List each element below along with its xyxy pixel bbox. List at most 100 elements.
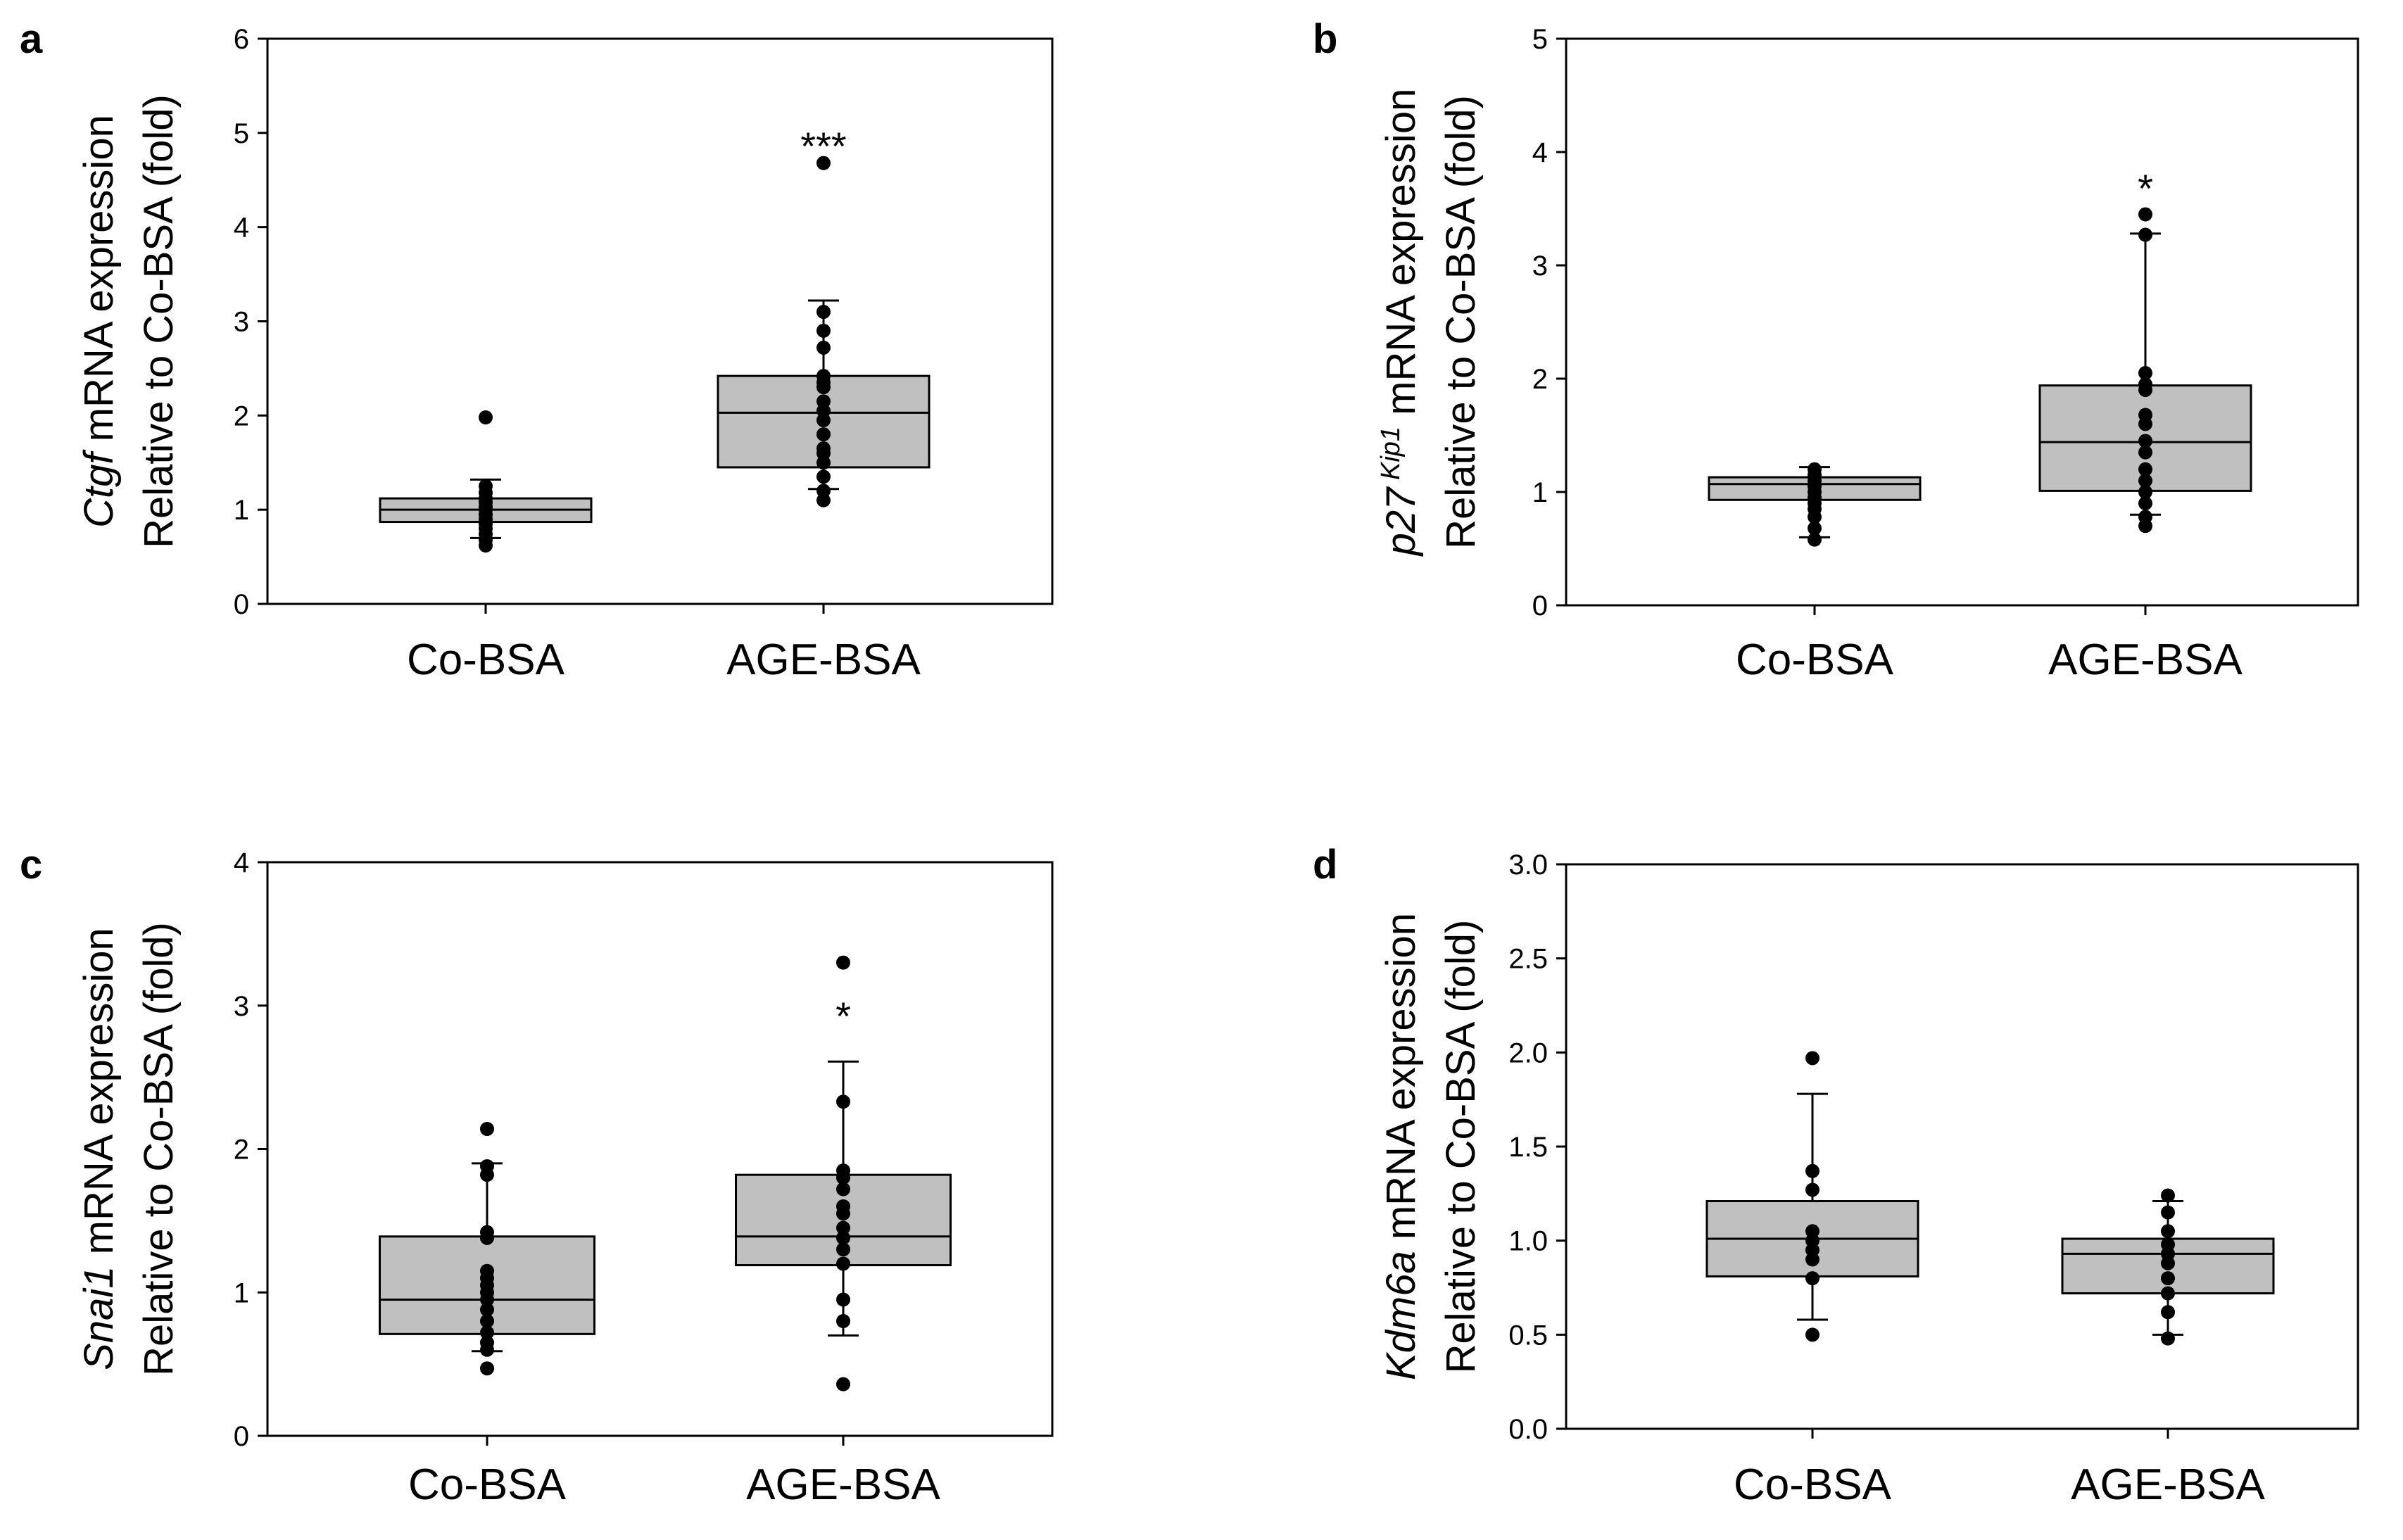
y-tick-label: 1 <box>234 1277 249 1308</box>
data-point <box>836 1199 850 1213</box>
data-point <box>480 1159 494 1173</box>
data-point <box>2161 1205 2175 1220</box>
panel-label: b <box>1313 16 1337 62</box>
data-point <box>836 955 850 970</box>
y-tick-label: 6 <box>234 24 249 55</box>
data-point <box>2138 485 2152 499</box>
significance-marker: *** <box>800 124 846 168</box>
gene-name: Kdm6a <box>1378 1251 1424 1380</box>
panel-d: Co-BSA AGE-BSA 0.0 0.5 1.0 1.5 2.0 2.5 3.0 d Kdm6a… <box>1313 842 2359 1509</box>
data-point <box>816 469 831 484</box>
gene-name: p27 <box>1378 486 1424 557</box>
y-axis-label-line1: Snai1 mRNA expression <box>76 928 122 1370</box>
data-point <box>480 1225 494 1239</box>
y-tick-label: 3.0 <box>1508 850 1548 881</box>
data-point <box>2138 473 2152 488</box>
y-tick-label: 2.5 <box>1508 944 1548 975</box>
data-point <box>816 427 831 442</box>
gene-name: Snai1 <box>76 1266 122 1370</box>
y-axis-label-line2: Relative to Co-BSA (fold) <box>136 922 182 1376</box>
y-tick-label: 0.0 <box>1508 1414 1548 1445</box>
y-tick-label: 0 <box>234 589 249 620</box>
data-point <box>2161 1237 2175 1252</box>
data-point <box>1805 1224 1819 1239</box>
data-point <box>2161 1286 2175 1301</box>
data-point <box>816 441 831 456</box>
data-point <box>479 479 493 493</box>
data-point <box>2161 1224 2175 1239</box>
y-tick-label: 1 <box>234 495 249 526</box>
data-point <box>836 1292 850 1307</box>
data-point <box>2138 445 2152 460</box>
x-category-label: AGE-BSA <box>746 1460 940 1509</box>
y-tick-label: 5 <box>1532 24 1548 55</box>
gene-name: Ctgf <box>76 449 122 528</box>
data-point <box>480 1263 494 1278</box>
panel-label: c <box>20 842 42 888</box>
y-tick-label: 4 <box>234 847 249 878</box>
data-point <box>480 1361 494 1376</box>
data-point <box>2161 1331 2175 1346</box>
data-point <box>2138 434 2152 448</box>
data-point <box>2138 408 2152 422</box>
y-tick-label: 2.0 <box>1508 1037 1548 1068</box>
panel-label: d <box>1313 842 1337 888</box>
data-point <box>1808 521 1822 536</box>
data-point <box>836 1230 850 1245</box>
data-point <box>1805 1327 1819 1342</box>
data-point <box>816 156 831 170</box>
data-point <box>2138 377 2152 392</box>
y-tick-label: 1.5 <box>1508 1132 1548 1163</box>
y-tick-label: 1 <box>1532 477 1548 508</box>
box-AGE-BSA <box>717 156 931 507</box>
data-point <box>816 305 831 320</box>
data-point <box>2138 510 2152 524</box>
y-tick-label: 4 <box>1532 137 1548 168</box>
data-point <box>836 1377 850 1391</box>
box-Co-BSA <box>1708 462 1922 547</box>
data-point <box>816 323 831 338</box>
data-point <box>816 369 831 384</box>
data-point <box>1808 462 1822 476</box>
x-category-label: Co-BSA <box>407 636 565 684</box>
y-tick-label: 0.5 <box>1508 1320 1548 1351</box>
x-category-label: AGE-BSA <box>726 636 921 684</box>
data-point <box>836 1314 850 1328</box>
y-axis-label-line1: Kdm6a mRNA expression <box>1378 913 1424 1380</box>
y-tick-label: 5 <box>234 118 249 149</box>
x-category-label: AGE-BSA <box>2071 1460 2265 1509</box>
data-point <box>2161 1305 2175 1320</box>
x-category-label: Co-BSA <box>1736 636 1894 684</box>
y-tick-label: 2 <box>234 400 249 431</box>
x-category-label: Co-BSA <box>408 1460 567 1509</box>
y-tick-label: 3 <box>1532 251 1548 282</box>
y-tick-label: 4 <box>234 213 249 244</box>
y-tick-label: 3 <box>234 307 249 338</box>
panel-a: Co-BSA AGE-BSA *** 0 1 2 3 4 5 6 a Ctgf mRNA expres… <box>20 16 1054 684</box>
data-point <box>1808 532 1822 547</box>
plot-frame <box>1565 37 2359 607</box>
y-tick-label: 1.0 <box>1508 1226 1548 1257</box>
gene-superscript: Kip1 <box>1376 427 1406 488</box>
data-point <box>480 1121 494 1136</box>
data-point <box>836 1220 850 1235</box>
y-axis-label-rest: mRNA expression <box>76 115 122 453</box>
data-point <box>2161 1188 2175 1203</box>
data-point <box>1805 1163 1819 1178</box>
y-axis-label-rest: mRNA expression <box>76 928 122 1266</box>
significance-marker: * <box>2138 166 2153 210</box>
y-tick-label: 2 <box>234 1135 249 1166</box>
significance-marker: * <box>835 994 851 1038</box>
data-point <box>480 1325 494 1340</box>
data-point <box>479 410 493 425</box>
data-point <box>816 340 831 355</box>
data-point <box>2138 207 2152 222</box>
data-point <box>2138 365 2152 380</box>
data-point <box>2138 227 2152 242</box>
y-axis-label-line1: p27 Kip1 mRNA expression <box>1376 89 1424 557</box>
box-Co-BSA <box>379 1121 595 1376</box>
data-point <box>2138 496 2152 511</box>
data-point <box>1805 1271 1819 1286</box>
y-axis-label-line1: Ctgf mRNA expression <box>76 115 122 528</box>
